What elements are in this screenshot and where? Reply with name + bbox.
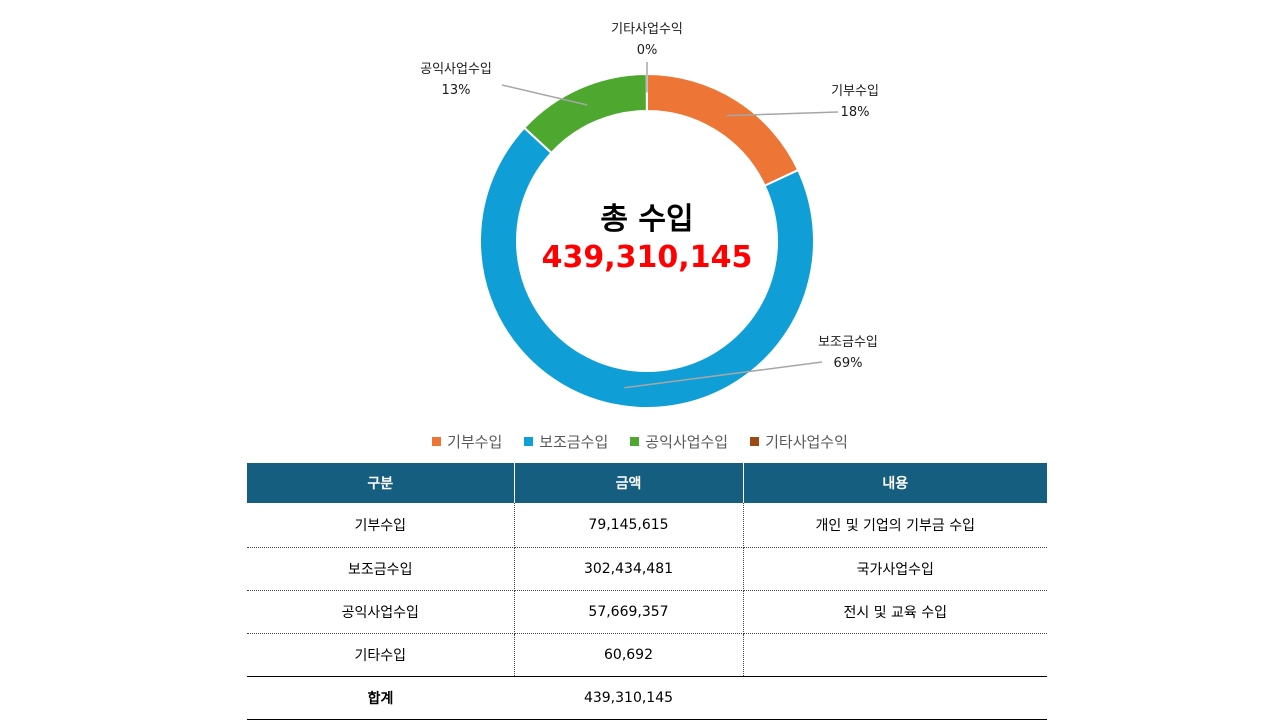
legend-label: 기타사업수익 <box>765 432 848 451</box>
table-row: 보조금수입 302,434,481 국가사업수입 <box>247 547 1047 591</box>
table-cell-category: 보조금수입 <box>247 547 515 591</box>
legend-label: 기부수입 <box>447 432 503 451</box>
table-total-label: 합계 <box>247 676 514 720</box>
legend-item-3: 기타사업수익 <box>750 431 848 452</box>
slice-label-name-3: 기타사업수익 <box>611 22 683 37</box>
chart-center-total: 439,310,145 <box>542 240 753 275</box>
chart-legend: 기부수입 보조금수입 공익사업수입 기타사업수익 <box>0 430 1280 452</box>
donut-chart: 기부수입 18% 보조금수입 69% 공익사업수입 13% 기타사업수익 0% 총 수입 43… <box>420 22 879 409</box>
legend-label: 공익사업수입 <box>645 432 729 451</box>
slice-label-name-0: 기부수입 <box>831 84 879 99</box>
table-cell-amount: 57,669,357 <box>514 590 744 634</box>
legend-swatch <box>524 436 534 446</box>
slice-labels: 기부수입 18% 보조금수입 69% 공익사업수입 13% 기타사업수익 0% <box>420 22 879 371</box>
slice-label-percent-0: 18% <box>841 105 870 120</box>
table-header-row: 구분 금액 내용 <box>247 463 1047 503</box>
leader-line-1 <box>624 361 823 389</box>
legend-item-1: 보조금수입 <box>524 431 608 452</box>
revenue-table: 구분 금액 내용 기부수입 79,145,615 개인 및 기업의 기부금 수입… <box>247 463 1047 720</box>
legend-label: 보조금수입 <box>539 432 609 451</box>
table-row: 기부수입 79,145,615 개인 및 기업의 기부금 수입 <box>247 503 1047 548</box>
table-header-amount: 금액 <box>514 463 744 503</box>
label-leader-lines <box>501 61 839 389</box>
table-cell-category: 공익사업수입 <box>247 590 515 634</box>
table-cell-description: 전시 및 교육 수입 <box>743 590 1047 634</box>
leader-line-2 <box>501 84 588 106</box>
donut-slices <box>479 72 815 409</box>
legend-item-0: 기부수입 <box>432 431 502 452</box>
table-total-amount: 439,310,145 <box>514 676 743 720</box>
slice-label-name-2: 공익사업수입 <box>420 62 492 77</box>
revenue-table-container: 구분 금액 내용 기부수입 79,145,615 개인 및 기업의 기부금 수입… <box>247 463 1047 720</box>
slice-label-percent-1: 69% <box>834 356 863 371</box>
slice-label-name-1: 보조금수입 <box>818 335 878 350</box>
table-header-description: 내용 <box>743 463 1047 503</box>
legend-swatch <box>630 436 640 446</box>
slice-label-percent-3: 0% <box>637 43 658 58</box>
chart-center-title: 총 수입 <box>600 202 693 237</box>
table-cell-amount: 302,434,481 <box>514 547 744 591</box>
legend-swatch <box>432 436 442 446</box>
table-cell-category: 기타수입 <box>247 633 515 677</box>
legend-swatch <box>750 436 760 446</box>
table-header-category: 구분 <box>247 463 515 503</box>
table-total-description <box>743 676 1047 720</box>
table-cell-description: 개인 및 기업의 기부금 수입 <box>743 503 1047 548</box>
leader-line-0 <box>726 111 839 117</box>
legend-item-2: 공익사업수입 <box>630 431 728 452</box>
donut-slice-2 <box>522 72 648 155</box>
table-cell-category: 기부수입 <box>247 503 515 548</box>
table-cell-description: 국가사업수입 <box>743 547 1047 591</box>
table-cell-amount: 60,692 <box>514 633 744 677</box>
table-cell-description <box>743 633 1047 677</box>
table-row: 공익사업수입 57,669,357 전시 및 교육 수입 <box>247 590 1047 634</box>
slice-label-percent-2: 13% <box>442 83 471 98</box>
table-total-row: 합계 439,310,145 <box>247 676 1047 720</box>
table-row: 기타수입 60,692 <box>247 633 1047 677</box>
table-cell-amount: 79,145,615 <box>514 503 744 548</box>
donut-slice-1 <box>479 126 815 409</box>
donut-slice-0 <box>646 72 800 188</box>
